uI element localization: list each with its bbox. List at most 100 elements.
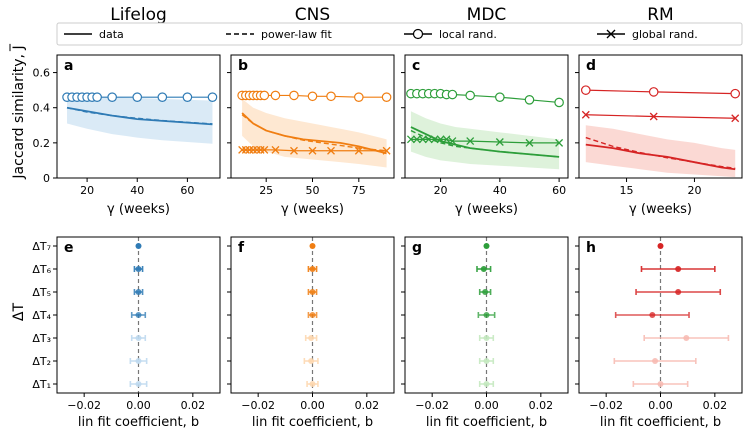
x-axis-label: γ (weeks) — [629, 202, 692, 217]
coefficient-point — [483, 335, 490, 341]
plot-area-h — [613, 237, 730, 393]
data-line — [66, 106, 213, 126]
y-tick-label: ΔT₅ — [32, 286, 51, 299]
coefficient-point — [649, 312, 656, 318]
x-tick-label: 60 — [552, 184, 566, 197]
coefficient-point — [135, 289, 142, 295]
x-stroke — [245, 145, 254, 154]
panel-letter: f — [238, 240, 245, 256]
x-tick-label: 25 — [259, 184, 273, 197]
global-rand-marker — [412, 135, 421, 144]
coefficient-point — [309, 312, 316, 318]
x-tick-label: −0.02 — [589, 399, 623, 412]
coefficient-point — [135, 266, 142, 272]
confidence-band — [242, 98, 387, 168]
plot-area-e — [129, 237, 148, 393]
x-axis-label: γ (weeks) — [107, 202, 170, 217]
x-tick-label: −0.02 — [241, 399, 275, 412]
local-rand-line — [585, 89, 736, 95]
local-rand-marker — [465, 90, 475, 101]
panel-letter: e — [64, 240, 74, 256]
y-tick-label: ΔT₇ — [32, 240, 51, 253]
x-stroke — [382, 146, 391, 155]
coefficient-point — [483, 381, 490, 387]
x-tick-label: −0.02 — [415, 399, 449, 412]
plot-area-b — [237, 90, 392, 168]
local-rand-marker — [354, 92, 364, 102]
x-tick-label: 0.02 — [355, 399, 380, 412]
x-stroke — [412, 135, 421, 144]
local-rand-marker — [307, 91, 318, 102]
bottom-y-axis-label: ΔT — [11, 302, 27, 321]
panel-letter: c — [412, 58, 420, 74]
panel-b: 25 50 75 γ (weeks) b — [227, 54, 395, 217]
panel-g: −0.02 0.00 0.02 lin fit coefficient, b g — [401, 236, 569, 430]
global-rand-marker — [382, 146, 391, 155]
legend-label-3: global rand. — [632, 28, 698, 41]
data-line — [585, 143, 736, 171]
global-rand-marker — [430, 135, 439, 144]
panel-a: 0 0.2 0.4 0.6 20 40 60 γ (weeks) a — [33, 54, 221, 217]
panel-e: ΔT₇ ΔT₆ ΔT₅ ΔT₄ ΔT₃ ΔT₂ ΔT₁ −0.02 0.00 0.02 lin fi… — [32, 236, 221, 430]
y-tick-label: ΔT₃ — [32, 332, 51, 345]
plot-area-c — [406, 88, 564, 170]
y-tick-label: ΔT₆ — [32, 263, 51, 276]
y-tick-label: 0 — [43, 172, 50, 185]
plot-area-f — [303, 237, 319, 393]
local-rand-marker — [157, 92, 168, 102]
panel-f: −0.02 0.00 0.02 lin fit coefficient, b f — [227, 236, 395, 430]
x-stroke — [252, 145, 261, 154]
local-rand-marker — [381, 92, 392, 102]
global-rand-marker — [466, 137, 475, 146]
global-rand-marker — [256, 145, 265, 154]
x-stroke — [308, 146, 317, 155]
axes-frame — [56, 54, 221, 179]
confidence-band — [585, 125, 736, 178]
panel-c: 20 40 60 γ (weeks) c — [401, 54, 569, 217]
coefficient-point — [135, 358, 142, 364]
coefficient-point — [309, 243, 316, 249]
global-rand-line — [410, 138, 560, 144]
legend-label-0: data — [99, 28, 124, 41]
legend-marker-circle — [412, 28, 424, 40]
global-rand-marker — [252, 145, 261, 154]
x-tick-label: 0.02 — [703, 399, 728, 412]
coefficient-point — [135, 243, 142, 249]
x-tick-label: 75 — [352, 184, 366, 197]
x-tick-label: −0.02 — [67, 399, 101, 412]
x-stroke — [354, 146, 363, 155]
panels: 0 0.2 0.4 0.6 20 40 60 γ (weeks) a 25 50 75 γ (weeks… — [32, 54, 743, 430]
global-rand-marker — [525, 138, 534, 147]
global-rand-marker — [354, 146, 363, 155]
x-stroke — [249, 145, 258, 154]
coefficient-point — [308, 358, 315, 364]
x-stroke — [430, 135, 439, 144]
local-rand-marker — [259, 90, 270, 101]
x-tick-label: 0.02 — [181, 399, 206, 412]
x-tick-label: 40 — [493, 184, 507, 197]
panel-d: 15 20 γ (weeks) d — [575, 54, 743, 217]
global-rand-marker — [260, 145, 269, 154]
column-title-rm: RM — [647, 5, 673, 25]
x-axis-label: lin fit coefficient, b — [426, 415, 547, 430]
y-tick-label: 0.6 — [33, 67, 51, 80]
axes-frame — [578, 54, 743, 179]
x-stroke — [418, 135, 427, 144]
panel-letter: a — [64, 58, 73, 74]
x-stroke — [466, 137, 475, 146]
coefficient-point — [675, 266, 682, 272]
local-rand-marker — [580, 85, 591, 95]
local-rand-marker — [107, 92, 117, 102]
x-stroke — [271, 145, 280, 154]
axes-frame — [404, 236, 569, 394]
x-axis-label: lin fit coefficient, b — [600, 415, 721, 430]
x-axis-label: lin fit coefficient, b — [78, 415, 199, 430]
x-tick-label: 20 — [80, 184, 94, 197]
plot-area-g — [476, 237, 496, 393]
global-rand-marker — [581, 110, 590, 119]
y-tick-label: ΔT₁ — [32, 378, 51, 391]
panel-letter: d — [586, 58, 596, 74]
local-rand-marker — [447, 89, 458, 100]
coefficient-point — [135, 312, 142, 318]
data-line — [241, 112, 387, 155]
